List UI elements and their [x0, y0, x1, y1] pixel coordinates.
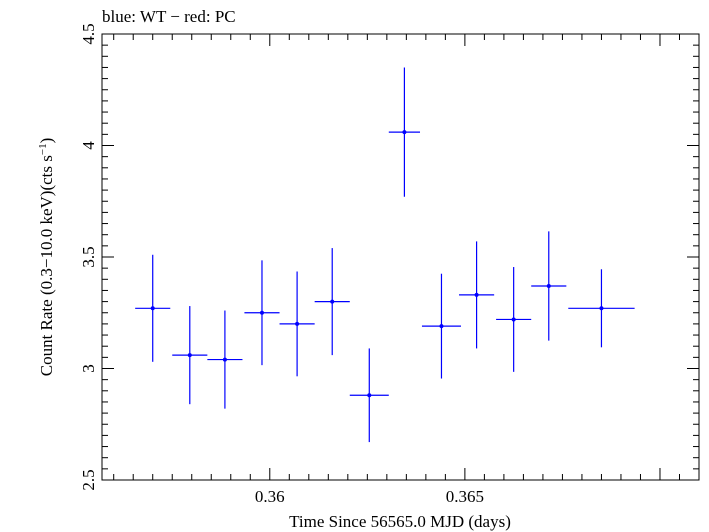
data-point	[388, 67, 421, 197]
x-tick-label: 0.36	[255, 487, 285, 506]
point-marker	[511, 317, 516, 322]
y-axis-label-end: )	[37, 138, 56, 144]
point-marker	[259, 310, 264, 315]
data-point	[349, 348, 389, 443]
plot-frame	[101, 33, 700, 481]
point-marker	[367, 393, 372, 398]
point-marker	[150, 306, 155, 311]
data-point	[279, 271, 315, 377]
data-point	[135, 254, 171, 362]
point-marker	[599, 306, 604, 311]
data-point	[314, 248, 350, 356]
data-point	[459, 241, 495, 349]
data-point	[568, 269, 635, 348]
x-tick-label: 0.365	[446, 487, 484, 506]
point-marker	[546, 283, 551, 288]
x-tick-labels: 0.36 0.365	[255, 487, 484, 506]
y-tick-label: 2.5	[79, 469, 98, 490]
point-marker	[222, 357, 227, 362]
axis-ticks	[102, 33, 700, 481]
y-tick-label: 4	[79, 141, 98, 150]
point-marker	[474, 292, 479, 297]
point-marker	[187, 353, 192, 358]
y-axis-label: Count Rate (0.3−10.0 keV)(cts s−1)	[37, 138, 56, 377]
y-tick-label: 3.5	[79, 246, 98, 267]
data-points	[135, 67, 635, 443]
point-marker	[295, 321, 300, 326]
y-axis-label-main: Count Rate (0.3−10.0 keV)(cts s	[37, 155, 56, 376]
data-point	[421, 273, 461, 379]
y-tick-label: 3	[79, 364, 98, 373]
chart-title: blue: WT − red: PC	[102, 7, 236, 26]
y-tick-labels: 2.5 3 3.5 4 4.5	[79, 23, 98, 490]
point-marker	[402, 130, 407, 135]
point-marker	[330, 299, 335, 304]
x-axis-label: Time Since 56565.0 MJD (days)	[289, 512, 511, 531]
point-marker	[439, 324, 444, 329]
y-axis-label-superscript: −1	[37, 143, 49, 155]
data-point	[531, 231, 567, 341]
data-point	[207, 310, 243, 409]
data-point	[172, 306, 208, 405]
y-tick-label: 4.5	[79, 23, 98, 44]
data-point	[244, 260, 280, 366]
data-point	[496, 267, 532, 372]
